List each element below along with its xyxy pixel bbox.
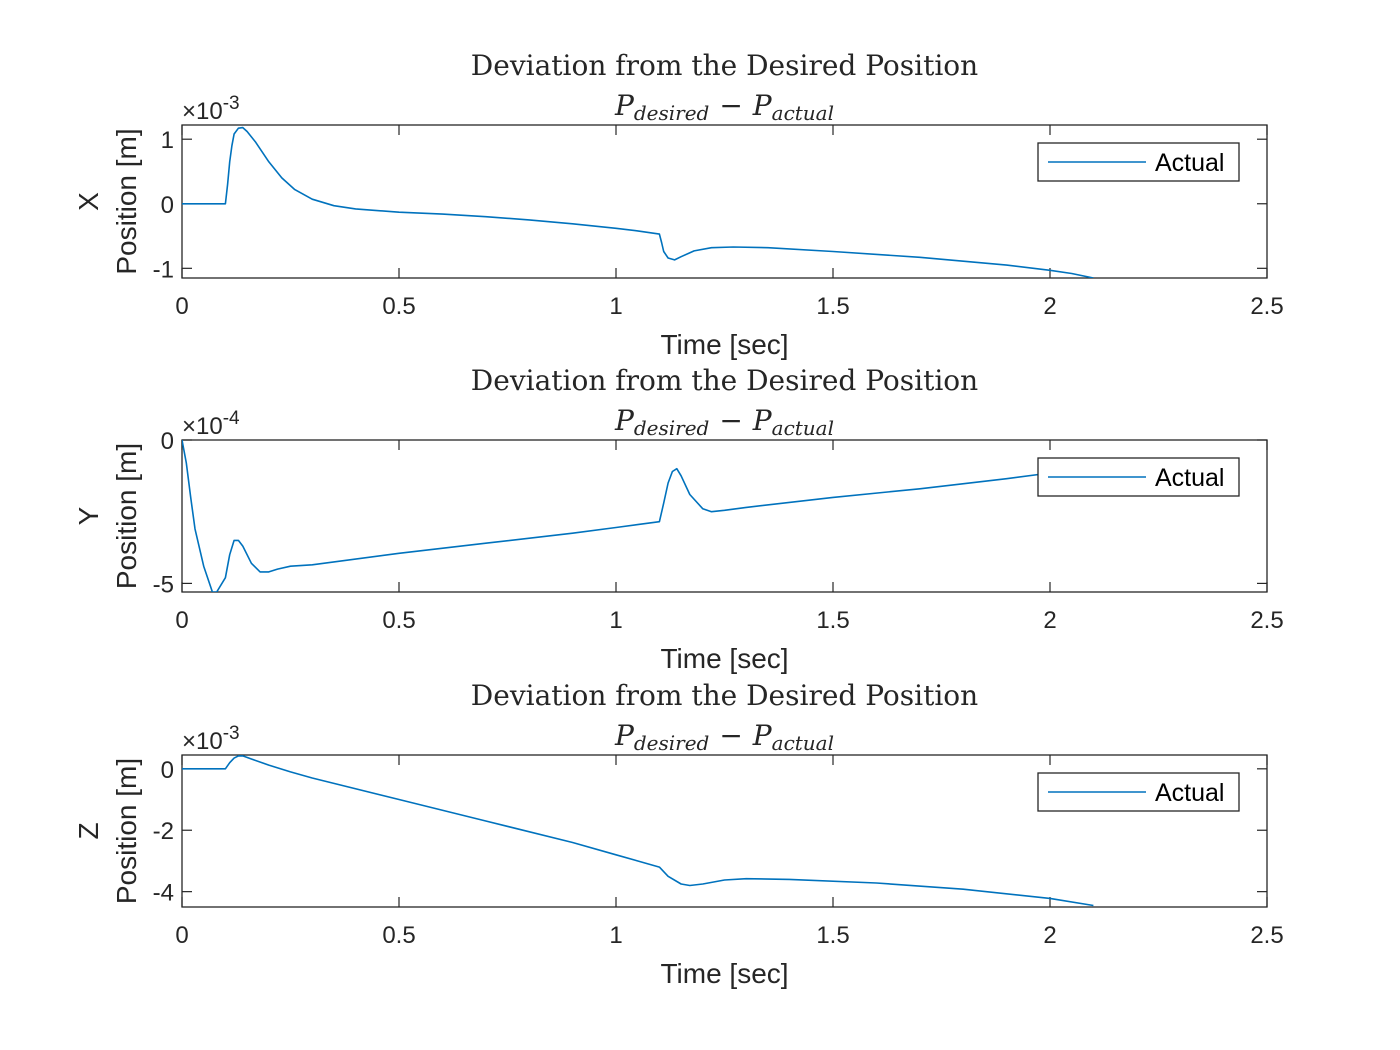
subtitle-main-right: P [752, 719, 773, 752]
subplot-2: Deviation from the Desired Position Pdesi… [73, 364, 1284, 674]
subtitle-operator: − [719, 89, 742, 122]
subplot-3: Deviation from the Desired Position Pdesi… [73, 679, 1284, 989]
subtitle-main-left: P [614, 719, 635, 752]
exponent-base: ×10 [182, 413, 223, 440]
x-tick-label: 0.5 [382, 607, 415, 634]
x-tick-label: 0 [175, 922, 188, 949]
subtitle-main-right: P [752, 404, 773, 437]
legend: Actual [1037, 457, 1240, 497]
series-line-1 [182, 126, 1094, 278]
subtitle-sub-left: desired [634, 731, 710, 755]
y-tick-label: 1 [161, 127, 174, 154]
y-tick-label: 0 [161, 192, 174, 219]
chart-subtitle: Pdesired − Pactual [614, 89, 834, 125]
x-axis-label: Time [sec] [660, 958, 788, 989]
x-tick-label: 1.5 [816, 607, 849, 634]
y-exponent-label: ×10-4 [182, 408, 240, 440]
y-tick-label: -4 [153, 880, 174, 907]
y-tick-label: 0 [161, 757, 174, 784]
exponent-power: -3 [223, 723, 240, 744]
chart-title: Deviation from the Desired Position [471, 364, 978, 397]
exponent-base: ×10 [182, 98, 223, 125]
y-axis-label-quantity: Position [m] [111, 128, 142, 274]
chart-subtitle: Pdesired − Pactual [614, 404, 834, 440]
x-tick-label: 1 [609, 293, 622, 320]
y-tick-label: -5 [153, 571, 174, 598]
x-tick-label: 2.5 [1250, 607, 1283, 634]
x-tick-label: 0.5 [382, 293, 415, 320]
subtitle-sub-right: actual [772, 731, 834, 755]
legend: Actual [1037, 772, 1240, 812]
subtitle-sub-right: actual [772, 101, 834, 125]
exponent-base: ×10 [182, 728, 223, 755]
x-tick-label: 2 [1043, 607, 1056, 634]
y-exponent-label: ×10-3 [182, 723, 240, 755]
exponent-power: -3 [223, 93, 240, 114]
y-axis-label-quantity: Position [m] [111, 443, 142, 589]
y-axis-label-axis: X [73, 192, 104, 211]
legend: Actual [1037, 142, 1240, 182]
x-tick-label: 2.5 [1250, 293, 1283, 320]
subtitle-main-left: P [614, 89, 635, 122]
x-tick-label: 0 [175, 293, 188, 320]
subtitle-sub-left: desired [634, 101, 710, 125]
exponent-power: -4 [223, 408, 240, 429]
subtitle-operator: − [719, 404, 742, 437]
chart-title: Deviation from the Desired Position [471, 49, 978, 82]
subtitle-sub-right: actual [772, 416, 834, 440]
legend-label: Actual [1155, 779, 1224, 807]
x-tick-label: 1 [609, 607, 622, 634]
y-tick-label: -1 [153, 256, 174, 283]
legend-label: Actual [1155, 149, 1224, 177]
y-exponent-label: ×10-3 [182, 93, 240, 125]
y-tick-label: 0 [161, 428, 174, 455]
chart-subtitle: Pdesired − Pactual [614, 719, 834, 755]
x-tick-label: 0 [175, 607, 188, 634]
x-tick-label: 1.5 [816, 293, 849, 320]
x-axis-label: Time [sec] [660, 329, 788, 360]
subplot-1: Deviation from the Desired Position Pdesi… [73, 49, 1284, 360]
series-line-1 [182, 440, 1072, 592]
y-axis-label-quantity: Position [m] [111, 758, 142, 904]
x-tick-label: 2 [1043, 922, 1056, 949]
y-axis-label-axis: Z [73, 822, 104, 839]
y-axis-label-axis: Y [73, 506, 104, 525]
x-tick-label: 2 [1043, 293, 1056, 320]
legend-label: Actual [1155, 464, 1224, 492]
subtitle-operator: − [719, 719, 742, 752]
series-line-1 [182, 755, 1094, 907]
x-axis-label: Time [sec] [660, 643, 788, 674]
subtitle-main-right: P [752, 89, 773, 122]
x-tick-label: 2.5 [1250, 922, 1283, 949]
subtitle-main-left: P [614, 404, 635, 437]
subtitle-sub-left: desired [634, 416, 710, 440]
chart-title: Deviation from the Desired Position [471, 679, 978, 712]
y-tick-label: -2 [153, 818, 174, 845]
x-tick-label: 1 [609, 922, 622, 949]
x-tick-label: 0.5 [382, 922, 415, 949]
x-tick-label: 1.5 [816, 922, 849, 949]
